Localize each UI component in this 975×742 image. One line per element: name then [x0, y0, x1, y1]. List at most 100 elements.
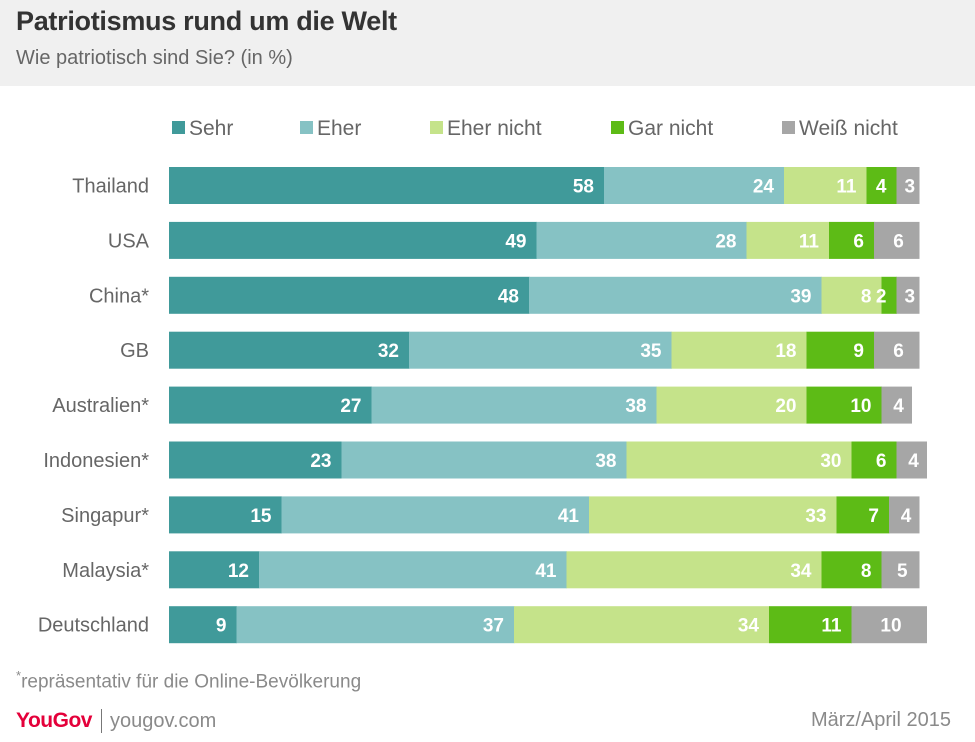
bar-segment — [566, 551, 822, 589]
category-label: GB — [120, 340, 149, 362]
data-label: 2 — [876, 286, 887, 307]
data-label: 20 — [775, 396, 796, 417]
legend-label-2: Eher nicht — [447, 117, 542, 140]
bar-segment — [341, 441, 627, 479]
data-label: 3 — [904, 286, 915, 307]
data-label: 9 — [216, 616, 227, 637]
bar-segment — [169, 386, 372, 424]
category-label: Indonesien* — [43, 450, 149, 472]
category-label: Australien* — [52, 395, 149, 417]
bar-segment — [656, 386, 807, 424]
bar-segment — [409, 331, 672, 369]
legend-swatch-1 — [300, 121, 313, 134]
legend-label-3: Gar nicht — [628, 117, 713, 140]
footer-site-link[interactable]: yougov.com — [109, 709, 217, 732]
data-label: 34 — [738, 616, 760, 637]
bar-segment — [896, 441, 927, 479]
footer-brand: YouGov yougov.com — [16, 706, 216, 736]
legend-label-4: Weiß nicht — [799, 117, 898, 140]
legend-swatch-3 — [611, 121, 624, 134]
data-label: 11 — [799, 231, 820, 252]
bar-segment — [821, 551, 882, 589]
bar-segment — [169, 496, 282, 534]
bar-segment — [536, 221, 747, 259]
data-label: 9 — [853, 341, 864, 362]
bar-segment — [806, 386, 882, 424]
data-label: 38 — [625, 396, 646, 417]
bar-segment — [169, 167, 605, 204]
bar-segment — [259, 551, 567, 589]
bar-segment — [671, 331, 807, 369]
bar-segment — [784, 167, 867, 204]
data-label: 7 — [868, 506, 879, 527]
bar-segment — [371, 386, 657, 424]
category-label: Singapur* — [61, 505, 149, 527]
data-label: 39 — [790, 286, 811, 307]
bar-segment — [769, 606, 852, 644]
data-label: 32 — [378, 341, 399, 362]
chart-subtitle: Wie patriotisch sind Sie? (in %) — [16, 47, 293, 69]
legend-swatch-4 — [782, 121, 795, 134]
bar-segment — [626, 441, 852, 479]
bar-segment — [169, 276, 530, 314]
data-label: 11 — [836, 177, 857, 198]
bar-segment — [806, 331, 875, 369]
bar-segment — [746, 221, 830, 259]
bar-segment — [236, 606, 515, 644]
bar-segment — [874, 221, 920, 259]
bar-segment — [896, 276, 920, 314]
bar-segment — [281, 496, 590, 534]
bar-segment — [881, 386, 912, 424]
data-label: 10 — [880, 616, 901, 637]
legend-label-0: Sehr — [189, 117, 233, 140]
bar-segment — [514, 606, 770, 644]
data-label: 38 — [595, 451, 616, 472]
category-label: Thailand — [72, 176, 149, 198]
bar-segment — [851, 606, 927, 644]
data-label: 8 — [861, 286, 872, 307]
bar-segment — [169, 221, 537, 259]
data-label: 24 — [753, 177, 775, 198]
footnote: *repräsentativ für die Online-Bevölkerun… — [16, 668, 361, 693]
category-label: Malaysia* — [62, 560, 149, 582]
data-label: 6 — [876, 451, 887, 472]
data-label: 3 — [904, 177, 915, 198]
data-label: 4 — [908, 451, 919, 472]
data-label: 5 — [897, 561, 908, 582]
bar-segment — [829, 221, 875, 259]
header: Patriotismus rund um die Welt Wie patrio… — [0, 0, 975, 86]
data-label: 15 — [250, 506, 272, 527]
data-label: 30 — [820, 451, 841, 472]
category-label: China* — [89, 285, 149, 307]
bar-segment — [529, 276, 822, 314]
data-label: 4 — [876, 177, 887, 198]
bar-segment — [874, 331, 920, 369]
data-label: 4 — [901, 506, 912, 527]
data-label: 41 — [558, 506, 580, 527]
data-label: 12 — [228, 561, 249, 582]
legend-label-1: Eher — [317, 117, 361, 140]
data-label: 28 — [715, 231, 736, 252]
bar-segment — [169, 441, 342, 479]
data-label: 37 — [483, 616, 504, 637]
data-label: 6 — [893, 231, 904, 252]
data-label: 23 — [310, 451, 331, 472]
category-label: Deutschland — [38, 615, 149, 637]
bar-segment — [881, 551, 920, 589]
data-label: 18 — [775, 341, 796, 362]
data-label: 33 — [805, 506, 826, 527]
footer-divider — [100, 709, 102, 733]
footnote-text: repräsentativ für die Online-Bevölkerung — [21, 671, 362, 693]
data-label: 6 — [853, 231, 864, 252]
chart-title: Patriotismus rund um die Welt — [16, 6, 397, 36]
data-label: 35 — [640, 341, 662, 362]
data-label: 34 — [790, 561, 812, 582]
data-label: 4 — [893, 396, 904, 417]
bar-segment — [851, 441, 897, 479]
legend-swatch-0 — [172, 121, 185, 134]
data-label: 27 — [340, 396, 361, 417]
bar-segment — [889, 496, 920, 534]
footnote-marker: * — [16, 668, 22, 683]
data-label: 41 — [535, 561, 557, 582]
bar-segment — [896, 167, 920, 204]
